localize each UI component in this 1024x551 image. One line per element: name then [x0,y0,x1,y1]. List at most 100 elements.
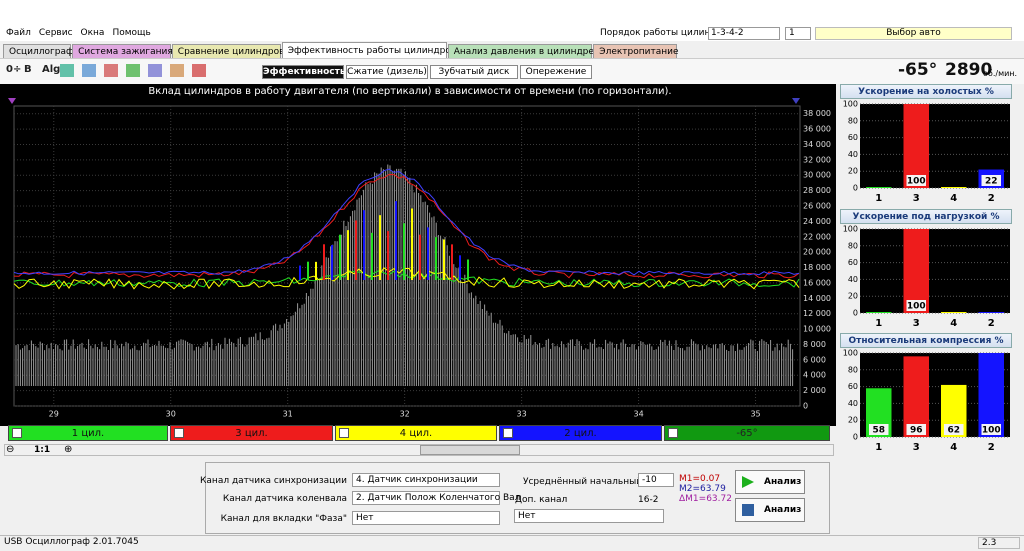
checkbox[interactable] [12,428,22,438]
y-tick-label: 60 [848,258,858,267]
channel-toggle[interactable]: 1 цил. [8,425,168,441]
zoom-bar [4,444,834,456]
auto-select[interactable]: Выбор авто [815,27,1012,40]
y-tick-label: 10 000 [803,325,831,334]
tab[interactable]: Сравнение цилиндров [171,44,284,58]
toolbar-icon[interactable] [126,64,140,77]
value-label-box [981,424,1001,435]
y-tick-label: 40 [848,275,858,284]
plot-area [860,229,1010,313]
bar [866,187,892,188]
value-label: 62 [947,426,960,436]
marker-value: M2=63.79 [679,484,726,494]
y-tick-label: 0 [803,402,808,411]
y-tick-label: 60 [848,382,858,391]
order-spin[interactable]: 1 [785,27,811,40]
value-label: 58 [872,426,885,436]
checkbox[interactable] [174,428,184,438]
combo[interactable]: 2. Датчик Полож Коленчатого Вал [352,491,520,505]
tab[interactable]: Осциллограф [3,44,74,58]
channel-toggle[interactable]: -65° [664,425,830,441]
tab[interactable]: Анализ давления в цилиндре [447,44,594,58]
tab[interactable]: Система зажигания [72,44,173,58]
category-label: 1 [875,442,882,453]
y-tick-label: 16 000 [803,278,831,287]
spin-box[interactable]: -10 [638,473,674,487]
bar [941,312,967,313]
chart-background [0,84,836,426]
order-combo[interactable]: 1-3-4-2 [708,27,780,40]
bar [978,312,1004,313]
channel-toggle[interactable]: 3 цил. [170,425,333,441]
toolbar-icon[interactable] [192,64,206,77]
button-icon [742,476,754,488]
toolbar-button[interactable]: Alg [42,64,61,75]
toolbar-button[interactable]: 0÷ [6,64,22,75]
value-label: 100 [907,177,926,187]
combo[interactable]: Нет [352,511,500,525]
y-tick-label: 20 000 [803,248,831,257]
menu-item[interactable]: Файл [6,28,31,38]
panel-header: Относительная компрессия % [840,333,1012,348]
y-tick-label: 0 [853,309,858,318]
subtab[interactable]: Сжатие (дизель) [346,65,428,79]
tab[interactable]: Электропитание [593,44,679,58]
toolbar-button[interactable]: B [24,64,32,75]
toolbar-icon[interactable] [104,64,118,77]
analyze-button[interactable]: Анализ [735,498,805,522]
zoom-out[interactable]: ⊖ [6,444,15,455]
subtab[interactable]: Эффективность [262,65,346,79]
value-label-box [981,175,1001,186]
bar [978,353,1004,437]
value-label: 100 [982,426,1001,436]
trace [13,267,800,290]
checkbox[interactable] [503,428,513,438]
zoom-in[interactable]: ⊕ [64,444,73,455]
marker-right [792,98,800,104]
checkbox[interactable] [668,428,678,438]
y-tick-label: 2 000 [803,386,826,395]
combo[interactable]: Нет [514,509,664,523]
y-tick-label: 26 000 [803,202,831,211]
value-label: 100 [907,302,926,312]
menu-item[interactable]: Помощь [112,28,151,38]
checkbox[interactable] [339,428,349,438]
panel-chart: 0 20 40 60 80 100 1 100 3 4 2 [843,225,1010,329]
order-label: Порядок работы цилиндров [600,28,734,38]
toolbar-icon[interactable] [148,64,162,77]
main-chart: Вклад цилиндров в работу двигателя (по в… [0,84,836,426]
toolbar-icon[interactable] [82,64,96,77]
x-tick-label: 29 [49,410,59,419]
x-tick-label: 31 [283,410,293,419]
subtab[interactable]: Зубчатый диск [430,65,518,79]
category-label: 3 [913,442,920,453]
scroll-thumb[interactable] [420,445,520,455]
angle-readout: -65° [898,60,938,80]
y-tick-label: 38 000 [803,109,831,118]
channel-toggle[interactable]: 2 цил. [499,425,662,441]
combo[interactable]: 4. Датчик синхронизации [352,473,500,487]
status-text: USB Осциллограф 2.01.7045 [4,537,139,547]
bar [903,229,929,313]
y-tick-label: 100 [843,100,858,109]
category-label: 1 [875,318,882,329]
toolbar-icon[interactable] [60,64,74,77]
y-tick-label: 14 000 [803,294,831,303]
y-tick-label: 40 [848,150,858,159]
marker-left [8,98,16,104]
y-tick-label: 20 [848,416,858,425]
tab[interactable]: Эффективность работы цилиндров [281,42,456,58]
subtab[interactable]: Опережение [520,65,592,79]
panel-header: Ускорение на холостых % [840,84,1012,99]
menu-item[interactable]: Окна [80,28,105,38]
value-label-box [906,175,926,186]
rpm-readout: 2890 [945,60,993,80]
menu-item[interactable]: Сервис [38,28,73,38]
analyze-button[interactable]: Анализ [735,470,805,494]
category-label: 1 [875,193,882,204]
category-label: 3 [913,318,920,329]
channel-toggle[interactable]: 4 цил. [335,425,497,441]
toolbar-icon[interactable] [170,64,184,77]
